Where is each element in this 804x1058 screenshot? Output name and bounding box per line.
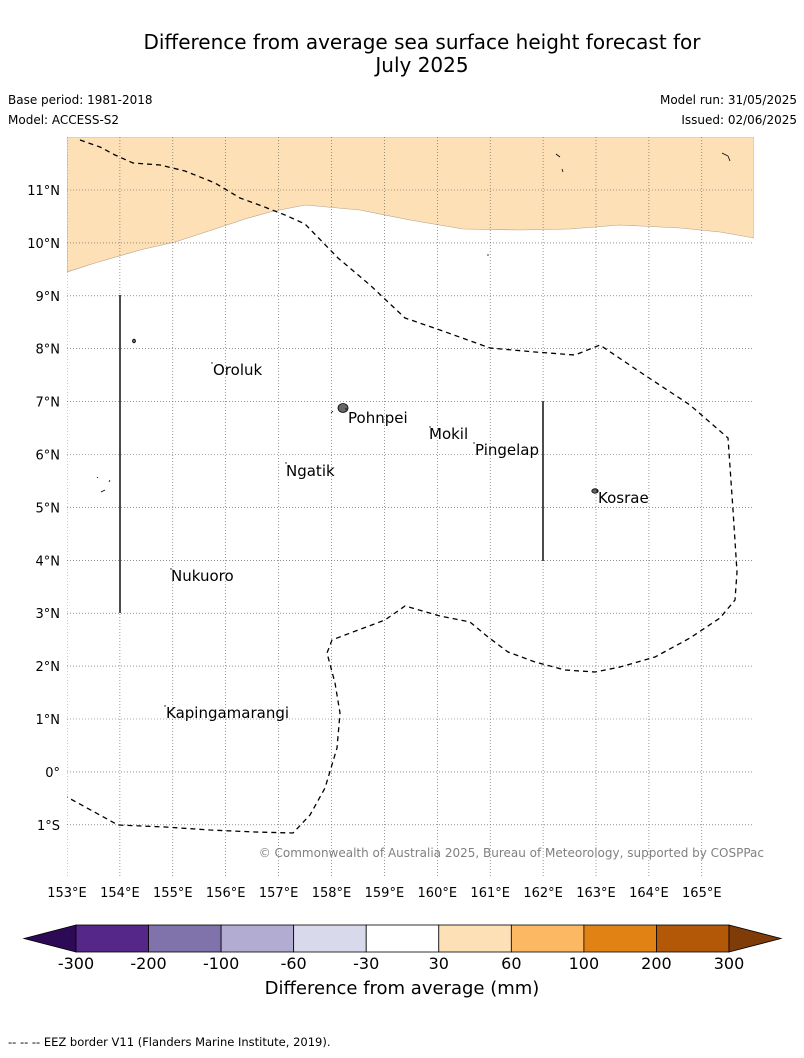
place-label: Kosrae xyxy=(598,489,649,507)
colorbar-tick-label: -300 xyxy=(58,954,94,973)
islands xyxy=(96,152,731,494)
gridlines xyxy=(67,137,754,878)
colorbar-tick-label: -200 xyxy=(130,954,166,973)
place-label: Ngatik xyxy=(286,462,335,480)
place-label: Pohnpei xyxy=(348,409,408,427)
colorbar xyxy=(22,924,783,953)
place-marker xyxy=(345,408,347,410)
lon-tick-label: 162°E xyxy=(523,886,563,901)
map-title-text: Difference from average sea surface heig… xyxy=(143,30,701,77)
colorbar-segment xyxy=(75,924,149,953)
island-marker xyxy=(132,338,136,344)
colorbar-extension-low xyxy=(22,924,77,953)
base-period: Base period: 1981-2018 xyxy=(8,93,153,107)
lat-tick-label: 0° xyxy=(45,766,60,781)
colorbar-segment xyxy=(583,924,657,953)
island-marker xyxy=(96,152,731,493)
eez-footer-note: -- -- -- EEZ border V11 (Flanders Marine… xyxy=(8,1035,331,1049)
lat-tick-label: 5°N xyxy=(36,501,61,516)
place-label: Oroluk xyxy=(213,361,262,379)
colorbar-segment xyxy=(510,924,585,953)
place-marker xyxy=(429,426,431,428)
lat-tick-label: 1°S xyxy=(37,819,60,834)
place-label: Kapingamarangi xyxy=(166,704,289,722)
eez-border xyxy=(67,139,738,834)
place-label: Pingelap xyxy=(475,441,539,459)
lon-tick-label: 160°E xyxy=(418,886,458,901)
place-label: Mokil xyxy=(429,425,468,443)
colorbar-tick-label: -30 xyxy=(353,954,379,973)
colorbar-segment xyxy=(656,924,730,953)
anomaly-shading-30-60 xyxy=(67,137,754,273)
colorbar-segment xyxy=(148,924,222,953)
lat-tick-label: 1°N xyxy=(36,713,61,728)
place-marker xyxy=(164,705,166,707)
colorbar-extension-high xyxy=(728,924,783,953)
lat-tick-label: 8°N xyxy=(36,343,61,358)
lon-tick-label: 154°E xyxy=(100,886,140,901)
place-marker xyxy=(211,362,213,364)
lon-tick-label: 153°E xyxy=(47,886,87,901)
place-marker xyxy=(285,462,287,464)
map-area xyxy=(67,137,754,878)
lat-tick-label: 7°N xyxy=(36,396,61,411)
lat-tick-label: 10°N xyxy=(27,237,60,252)
lon-tick-label: 159°E xyxy=(365,886,405,901)
lat-tick-label: 4°N xyxy=(36,554,61,569)
lat-tick-label: 2°N xyxy=(36,660,61,675)
kosrae-island xyxy=(591,488,599,494)
colorbar-tick-label: 200 xyxy=(641,954,672,973)
colorbar-segment xyxy=(220,924,295,953)
model-name: Model: ACCESS-S2 xyxy=(8,113,120,127)
lon-tick-label: 165°E xyxy=(682,886,722,901)
map-title: Difference from average sea surface heig… xyxy=(0,31,804,77)
lon-tick-label: 161°E xyxy=(470,886,510,901)
copyright-note: © Commonwealth of Australia 2025, Bureau… xyxy=(259,846,764,860)
lon-tick-label: 158°E xyxy=(312,886,352,901)
colorbar-tick-label: 60 xyxy=(501,954,521,973)
model-run: Model run: 31/05/2025 xyxy=(659,93,797,107)
colorbar-tick-label: 300 xyxy=(714,954,745,973)
colorbar-tick-label: 100 xyxy=(569,954,600,973)
place-marker xyxy=(473,442,475,444)
lon-tick-label: 156°E xyxy=(206,886,246,901)
lat-tick-label: 11°N xyxy=(27,184,60,199)
colorbar-tick-label: 30 xyxy=(429,954,449,973)
colorbar-segment xyxy=(438,924,512,953)
lat-tick-label: 6°N xyxy=(36,449,61,464)
lat-tick-label: 3°N xyxy=(36,607,61,622)
place-marker xyxy=(596,490,598,492)
lon-tick-label: 163°E xyxy=(576,886,616,901)
pohnpei-island xyxy=(337,403,349,413)
colorbar-title: Difference from average (mm) xyxy=(264,978,540,999)
lon-tick-label: 157°E xyxy=(259,886,299,901)
lon-tick-label: 155°E xyxy=(153,886,193,901)
colorbar-tick-label: -60 xyxy=(281,954,307,973)
place-label: Nukuoro xyxy=(171,567,234,585)
colorbar-segment xyxy=(293,924,367,953)
lat-tick-label: 9°N xyxy=(36,290,61,305)
lon-tick-label: 164°E xyxy=(629,886,669,901)
colorbar-segment xyxy=(365,924,440,953)
issued-date: Issued: 02/06/2025 xyxy=(681,113,797,127)
colorbar-tick-label: -100 xyxy=(203,954,239,973)
place-marker xyxy=(170,568,172,570)
